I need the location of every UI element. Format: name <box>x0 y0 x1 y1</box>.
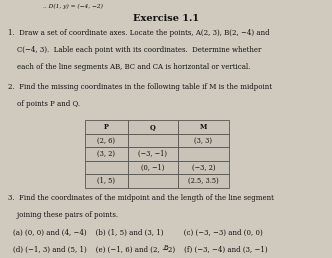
Bar <box>178 134 229 147</box>
Text: .. D(1, y) = (−4, −2): .. D(1, y) = (−4, −2) <box>43 4 103 9</box>
Text: each of the line segments AB, BC and CA is horizontal or vertical.: each of the line segments AB, BC and CA … <box>8 63 251 71</box>
Bar <box>178 174 229 188</box>
Bar <box>178 147 229 161</box>
Text: joining these pairs of points.: joining these pairs of points. <box>8 211 119 219</box>
Bar <box>178 120 229 134</box>
Text: P: P <box>104 123 109 131</box>
Text: (1, 5): (1, 5) <box>97 177 115 185</box>
Text: Exercise 1.1: Exercise 1.1 <box>133 14 199 23</box>
Text: M: M <box>200 123 207 131</box>
Text: (0, −1): (0, −1) <box>141 163 164 172</box>
Text: 1.  Draw a set of coordinate axes. Locate the points, A(2, 3), B(2, −4) and: 1. Draw a set of coordinate axes. Locate… <box>8 29 270 37</box>
Text: (−3, −1): (−3, −1) <box>138 150 167 158</box>
Bar <box>128 134 178 147</box>
Bar <box>85 174 128 188</box>
Bar <box>128 120 178 134</box>
Text: (a) (0, 0) and (4, −4)    (b) (1, 5) and (3, 1)         (c) (−3, −3) and (0, 0): (a) (0, 0) and (4, −4) (b) (1, 5) and (3… <box>13 229 263 237</box>
Text: 8: 8 <box>164 244 168 252</box>
Text: (−3, 2): (−3, 2) <box>192 163 215 172</box>
Text: (3, 2): (3, 2) <box>97 150 115 158</box>
Text: of points P and Q.: of points P and Q. <box>8 100 80 108</box>
Bar <box>128 161 178 174</box>
Text: (3, 3): (3, 3) <box>194 136 212 145</box>
Bar <box>85 161 128 174</box>
Bar <box>85 134 128 147</box>
Text: 3.  Find the coordinates of the midpoint and the length of the line segment: 3. Find the coordinates of the midpoint … <box>8 194 274 202</box>
Bar <box>178 161 229 174</box>
Bar <box>128 147 178 161</box>
Text: (2, 6): (2, 6) <box>97 136 115 145</box>
Text: (2.5, 3.5): (2.5, 3.5) <box>188 177 219 185</box>
Text: (d) (−1, 3) and (5, 1)    (e) (−1, 6) and (2, −2)    (f) (−3, −4) and (3, −1): (d) (−1, 3) and (5, 1) (e) (−1, 6) and (… <box>13 246 268 254</box>
Text: C(−4, 3).  Lable each point with its coordinates.  Determine whether: C(−4, 3). Lable each point with its coor… <box>8 46 262 54</box>
Text: Q: Q <box>150 123 156 131</box>
Bar <box>128 174 178 188</box>
Text: 2.  Find the missing coordinates in the following table if M is the midpoint: 2. Find the missing coordinates in the f… <box>8 83 272 91</box>
Bar <box>85 120 128 134</box>
Bar <box>85 147 128 161</box>
